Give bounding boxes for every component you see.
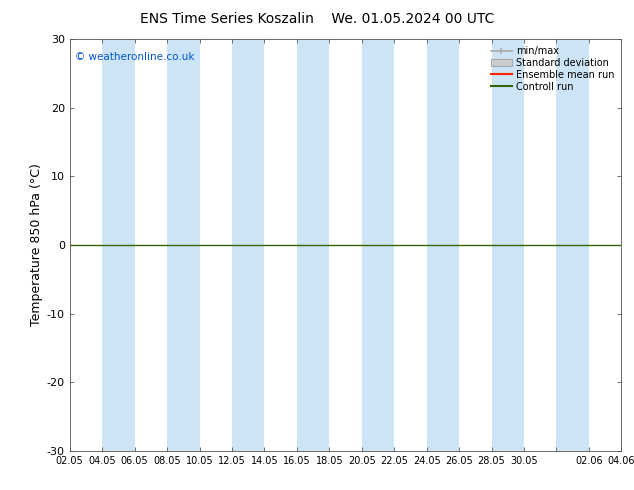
- Bar: [362, 39, 394, 451]
- Legend: min/max, Standard deviation, Ensemble mean run, Controll run: min/max, Standard deviation, Ensemble me…: [489, 44, 616, 94]
- Bar: [297, 39, 329, 451]
- Bar: [491, 39, 524, 451]
- Bar: [102, 39, 134, 451]
- Y-axis label: Temperature 850 hPa (°C): Temperature 850 hPa (°C): [30, 164, 42, 326]
- Bar: [557, 39, 589, 451]
- Bar: [232, 39, 264, 451]
- Bar: [167, 39, 200, 451]
- Bar: [427, 39, 459, 451]
- Text: © weatheronline.co.uk: © weatheronline.co.uk: [75, 51, 195, 62]
- Text: ENS Time Series Koszalin    We. 01.05.2024 00 UTC: ENS Time Series Koszalin We. 01.05.2024 …: [140, 12, 494, 26]
